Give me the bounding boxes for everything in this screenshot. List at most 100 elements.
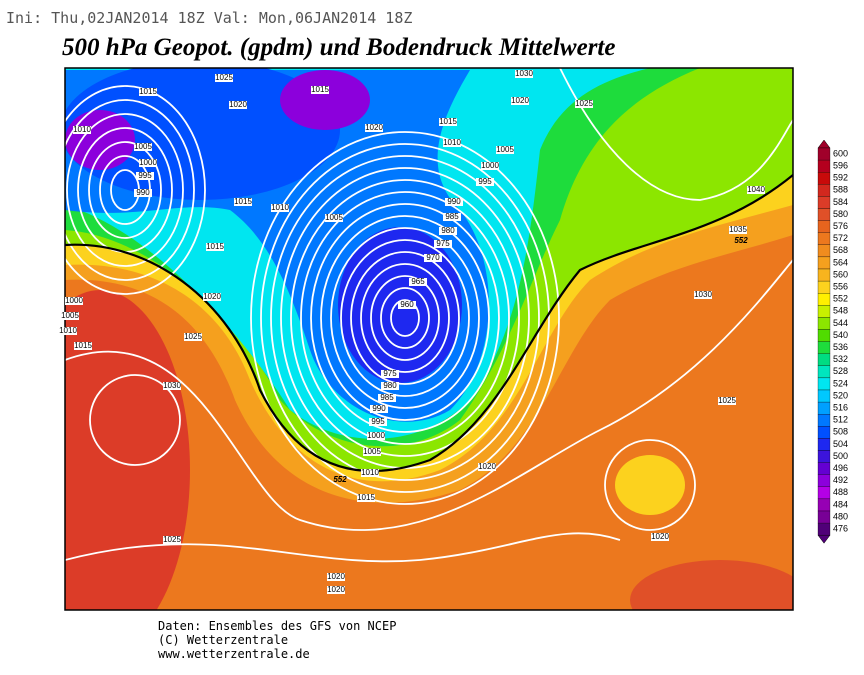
isobar-label-bg <box>378 394 396 402</box>
isobar-label-bg <box>511 97 529 105</box>
isobar-label-bg <box>163 382 181 390</box>
isobar-label-bg <box>136 172 154 180</box>
footer-line: (C) Wetterzentrale <box>158 633 288 647</box>
colorbar-swatch <box>817 426 831 439</box>
isobar-label: 965 <box>411 277 425 286</box>
isobar-label: 1020 <box>365 123 383 132</box>
isobar-label: 1010 <box>361 468 379 477</box>
isobar <box>260 143 550 493</box>
isobar-label-bg <box>694 291 712 299</box>
isobar-label-bg <box>424 254 442 262</box>
isobar-label: 1020 <box>651 532 669 541</box>
run-info: Ini: Thu,02JAN2014 18Z Val: Mon,06JAN201… <box>6 9 412 27</box>
isobar-label: 1030 <box>515 69 533 78</box>
colorbar-swatch <box>817 208 831 221</box>
isobar-label: 1025 <box>184 332 202 341</box>
isobar <box>330 227 480 409</box>
colorbar-label: 536 <box>833 342 848 352</box>
isobar <box>65 99 195 281</box>
isobar-label-bg <box>184 333 202 341</box>
isobar-label: 1010 <box>59 326 77 335</box>
colorbar-label: 492 <box>833 475 848 485</box>
colorbar-label: 572 <box>833 233 848 243</box>
isobar-label-bg <box>74 342 92 350</box>
isobar-label-bg <box>367 432 385 440</box>
isobar <box>250 131 560 505</box>
isobar-label: 980 <box>383 381 397 390</box>
isobar-label: 1020 <box>478 462 496 471</box>
colorbar-swatch <box>817 486 831 500</box>
isobar-label-bg <box>357 494 375 502</box>
isobar-label: 1030 <box>163 381 181 390</box>
isobar-label: 1000 <box>367 431 385 440</box>
isobar-label: 1020 <box>203 292 221 301</box>
isobar-label: 1025 <box>575 99 593 108</box>
isobar <box>360 263 450 373</box>
colorbar-swatch <box>817 474 831 487</box>
contour-label: 552 <box>734 236 748 245</box>
isobar-label: 1035 <box>729 225 747 234</box>
isobar-label-bg <box>476 178 494 186</box>
isobar <box>65 85 206 295</box>
isobar-label-bg <box>439 227 457 235</box>
isobar-label-bg <box>747 186 765 194</box>
isobar <box>290 179 520 457</box>
isobar-label-bg <box>215 74 233 82</box>
isobar-label: 1025 <box>163 535 181 544</box>
isobar-label: 990 <box>372 404 386 413</box>
isobar-label: 1010 <box>271 203 289 212</box>
isobar-label: 1015 <box>74 341 92 350</box>
isobar-label-bg <box>718 397 736 405</box>
isobar-label-bg <box>325 214 343 222</box>
colorbar-label: 488 <box>833 487 848 497</box>
isobar-label: 1020 <box>327 585 345 594</box>
colorbar-swatch <box>817 147 831 161</box>
isobar-label-bg <box>59 327 77 335</box>
isobar-label: 1025 <box>718 396 736 405</box>
colorbar-label: 556 <box>833 282 848 292</box>
isobar-label-bg <box>365 124 383 132</box>
isobar-label: 985 <box>445 212 459 221</box>
isobar-label: 1010 <box>73 125 91 134</box>
colorbar-label: 532 <box>833 354 848 364</box>
colorbar-label: 508 <box>833 427 848 437</box>
isobar <box>350 251 460 385</box>
isobar-label: 1040 <box>747 185 765 194</box>
colorbar-label: 600 <box>833 148 848 158</box>
isobar-label: 1025 <box>215 73 233 82</box>
isobar-label: 970 <box>426 253 440 262</box>
isobar-label: 1005 <box>496 145 514 154</box>
isobar-label: 1030 <box>694 290 712 299</box>
isobar-label-bg <box>134 189 152 197</box>
colorbar-label: 580 <box>833 209 848 219</box>
colorbar-swatch <box>817 498 831 512</box>
colorbar-swatch <box>817 462 831 475</box>
colorbar-label: 544 <box>833 318 848 328</box>
colorbar-swatch <box>817 353 831 366</box>
isobar-label-bg <box>234 198 252 206</box>
isobar-label: 1015 <box>234 197 252 206</box>
isobar-label: 975 <box>436 239 450 248</box>
isobar-label: 1020 <box>229 100 247 109</box>
colorbar-swatch <box>817 305 831 318</box>
colorbar-label: 484 <box>833 499 848 509</box>
isobar-label-bg <box>163 536 181 544</box>
isobar <box>320 215 490 421</box>
isobar-label-bg <box>271 204 289 212</box>
isobar-label: 995 <box>138 171 152 180</box>
footer-line: Daten: Ensembles des GFS von NCEP <box>158 619 396 633</box>
isobar-label: 995 <box>371 417 385 426</box>
colorbar-swatch <box>817 268 831 282</box>
isobar-label: 980 <box>441 226 455 235</box>
isobar-label: 1005 <box>363 447 381 456</box>
isobar-label: 1015 <box>206 242 224 251</box>
colorbar-swatch <box>817 450 831 463</box>
colorbar-label: 540 <box>833 330 848 340</box>
colorbar-label: 552 <box>833 294 848 304</box>
colorbar-label: 496 <box>833 463 848 473</box>
isobar-label-bg <box>65 297 83 305</box>
isobar <box>370 275 440 361</box>
colorbar-label: 524 <box>833 378 848 388</box>
isobar-label-bg <box>206 243 224 251</box>
colorbar-swatch <box>817 401 831 415</box>
